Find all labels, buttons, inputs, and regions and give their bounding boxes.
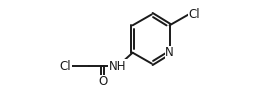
Text: O: O xyxy=(98,75,107,88)
Text: Cl: Cl xyxy=(189,8,200,21)
Text: Cl: Cl xyxy=(59,60,71,73)
Text: NH: NH xyxy=(109,60,126,73)
Text: N: N xyxy=(165,46,174,59)
